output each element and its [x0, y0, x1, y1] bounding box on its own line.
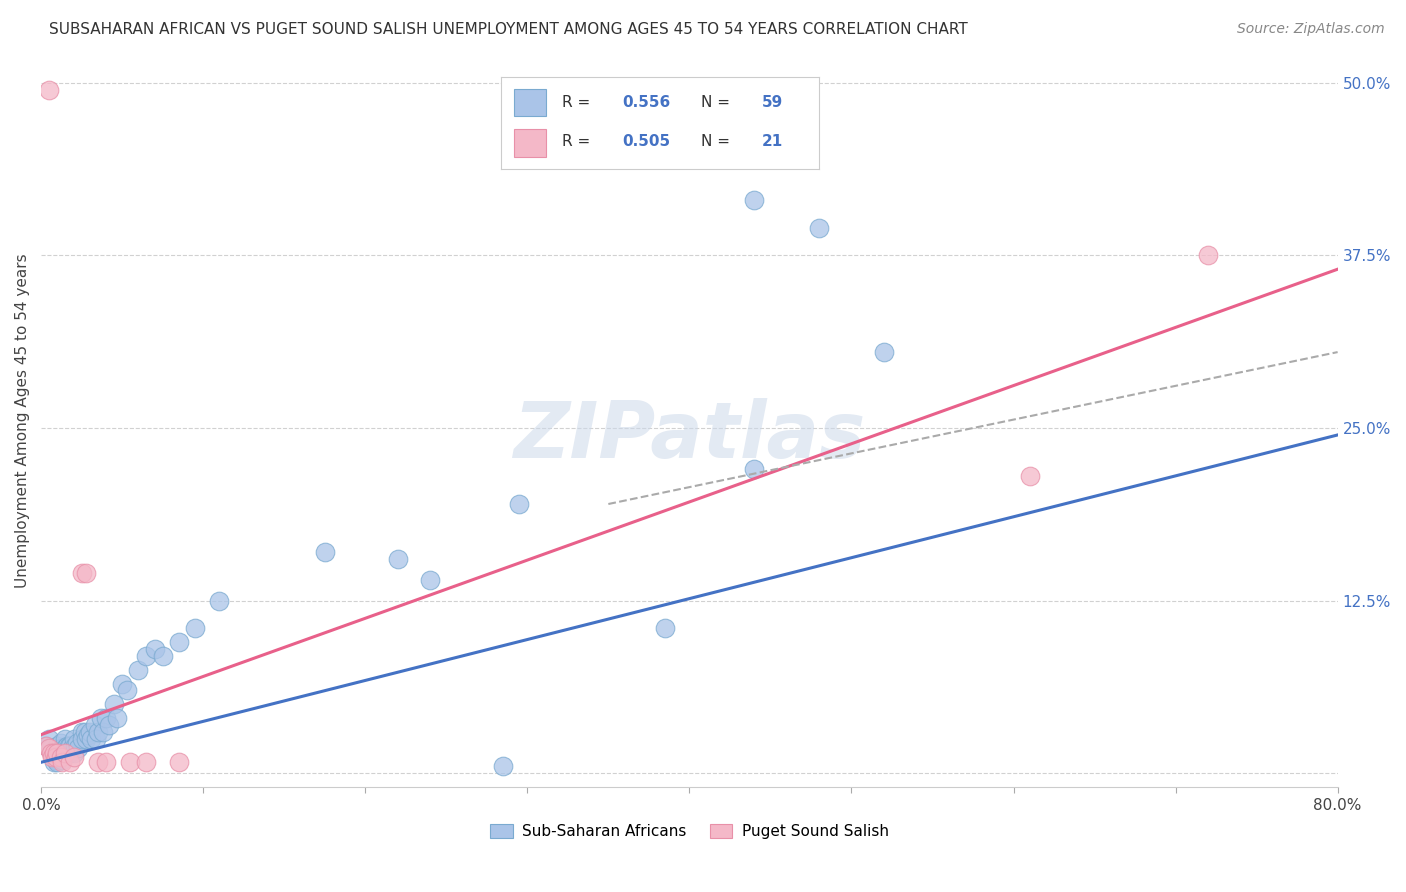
Point	[39, 741, 62, 756]
Point	[84, 731, 107, 746]
Point	[46, 746, 69, 760]
Point	[115, 683, 138, 698]
Point	[49, 749, 72, 764]
Point	[70, 731, 93, 746]
Point	[38, 731, 60, 746]
Point	[91, 725, 114, 739]
Point	[73, 725, 96, 739]
Point	[508, 497, 530, 511]
Point	[83, 718, 105, 732]
Text: SUBSAHARAN AFRICAN VS PUGET SOUND SALISH UNEMPLOYMENT AMONG AGES 45 TO 54 YEARS : SUBSAHARAN AFRICAN VS PUGET SOUND SALISH…	[49, 22, 967, 37]
Point	[51, 752, 73, 766]
Point	[46, 746, 69, 760]
Point	[62, 749, 84, 764]
Point	[167, 756, 190, 770]
Point	[143, 642, 166, 657]
Point	[62, 731, 84, 746]
Point	[70, 566, 93, 580]
Point	[742, 193, 765, 207]
Point	[55, 741, 77, 756]
Point	[35, 739, 58, 753]
Point	[90, 711, 112, 725]
Point	[42, 756, 65, 770]
Point	[56, 739, 79, 753]
Point	[135, 756, 157, 770]
Point	[103, 698, 125, 712]
Point	[654, 621, 676, 635]
Point	[42, 746, 65, 760]
Point	[387, 552, 409, 566]
Point	[38, 741, 60, 756]
Point	[94, 711, 117, 725]
Point	[87, 756, 110, 770]
Point	[808, 220, 831, 235]
Point	[41, 749, 63, 764]
Y-axis label: Unemployment Among Ages 45 to 54 years: Unemployment Among Ages 45 to 54 years	[15, 254, 30, 589]
Point	[77, 728, 100, 742]
Text: Source: ZipAtlas.com: Source: ZipAtlas.com	[1237, 22, 1385, 37]
Point	[67, 741, 90, 756]
Point	[111, 676, 134, 690]
Point	[35, 739, 58, 753]
Point	[1197, 248, 1219, 262]
Text: ZIPatlas: ZIPatlas	[513, 398, 866, 474]
Point	[492, 759, 515, 773]
Point	[167, 635, 190, 649]
Point	[45, 749, 67, 764]
Point	[46, 756, 69, 770]
Point	[76, 566, 98, 580]
Point	[60, 741, 83, 756]
Point	[184, 621, 207, 635]
Point	[59, 739, 82, 753]
Point	[70, 725, 93, 739]
Point	[79, 725, 101, 739]
Point	[120, 756, 142, 770]
Point	[419, 573, 441, 587]
Point	[63, 739, 86, 753]
Point	[742, 462, 765, 476]
Point	[51, 756, 73, 770]
Point	[98, 718, 121, 732]
Point	[46, 739, 69, 753]
Point	[58, 739, 80, 753]
Point	[76, 731, 98, 746]
Point	[49, 746, 72, 760]
Point	[55, 746, 77, 760]
Point	[45, 752, 67, 766]
Point	[87, 725, 110, 739]
Point	[314, 545, 336, 559]
Point	[208, 593, 231, 607]
Point	[55, 731, 77, 746]
Point	[127, 663, 149, 677]
Point	[1018, 469, 1040, 483]
Legend: Sub-Saharan Africans, Puget Sound Salish: Sub-Saharan Africans, Puget Sound Salish	[484, 818, 894, 846]
Point	[49, 736, 72, 750]
Point	[66, 736, 89, 750]
Point	[62, 746, 84, 760]
Point	[59, 756, 82, 770]
Point	[38, 83, 60, 97]
Point	[51, 741, 73, 756]
Point	[873, 345, 896, 359]
Point	[45, 741, 67, 756]
Point	[94, 756, 117, 770]
Point	[59, 746, 82, 760]
Point	[105, 711, 128, 725]
Point	[80, 731, 103, 746]
Point	[42, 749, 65, 764]
Point	[58, 746, 80, 760]
Point	[152, 648, 174, 663]
Point	[39, 746, 62, 760]
Point	[41, 746, 63, 760]
Point	[135, 648, 157, 663]
